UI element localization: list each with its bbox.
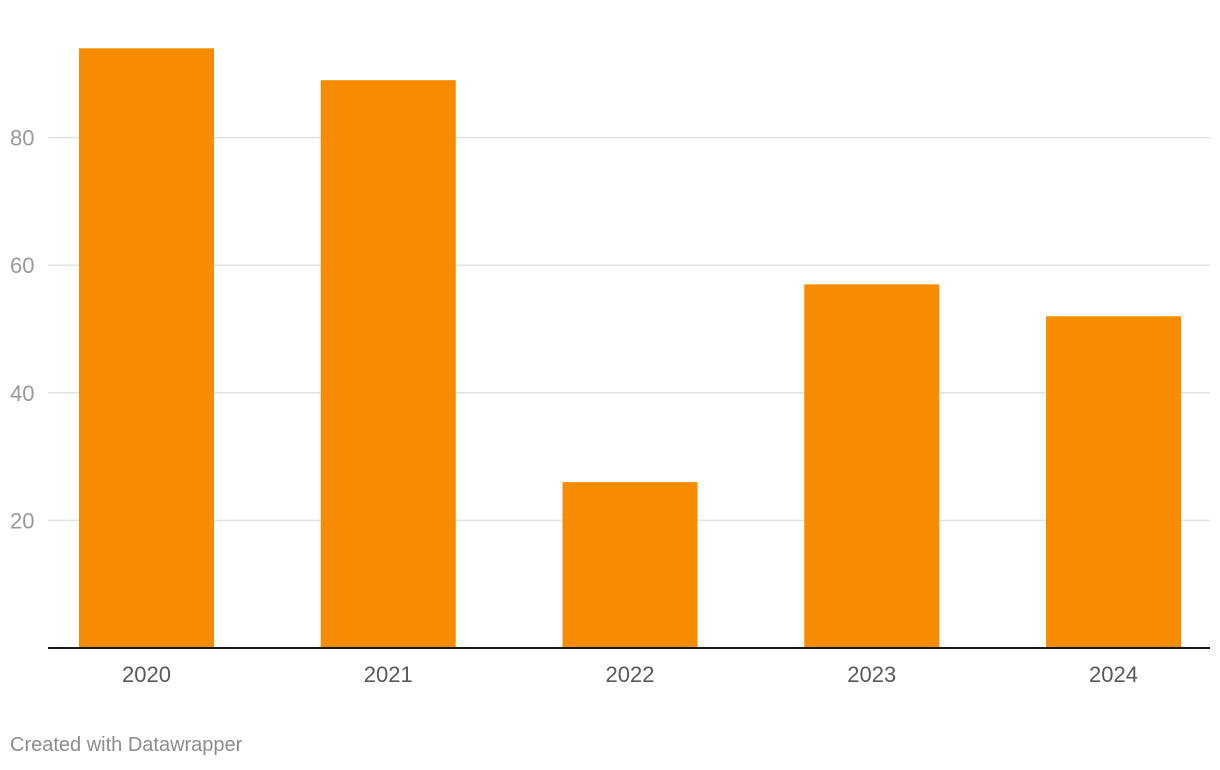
x-tick-label-2021: 2021 — [364, 662, 413, 687]
gridlines — [48, 136, 1210, 522]
bar-2023 — [804, 284, 940, 648]
x-axis-category-labels: 2020 2021 2022 2023 2024 — [122, 662, 1138, 687]
x-tick-label-2020: 2020 — [122, 662, 171, 687]
x-tick-label-2024: 2024 — [1089, 662, 1138, 687]
y-tick-label-60: 60 — [10, 253, 34, 278]
y-tick-label-80: 80 — [10, 126, 34, 151]
x-tick-label-2022: 2022 — [606, 662, 655, 687]
bar-2024 — [1046, 316, 1181, 648]
y-axis-tick-labels: 20 40 60 80 — [10, 126, 34, 534]
y-tick-label-20: 20 — [10, 508, 34, 533]
y-tick-label-40: 40 — [10, 381, 34, 406]
bars — [79, 48, 1181, 649]
x-tick-label-2023: 2023 — [847, 662, 896, 687]
bar-chart: 20 40 60 80 2020 2021 2022 2023 2024 — [10, 48, 1210, 687]
bar-2022 — [562, 482, 698, 648]
datawrapper-credit[interactable]: Created with Datawrapper — [10, 734, 243, 756]
bar-2021 — [320, 80, 456, 649]
bar-2020 — [79, 48, 214, 648]
